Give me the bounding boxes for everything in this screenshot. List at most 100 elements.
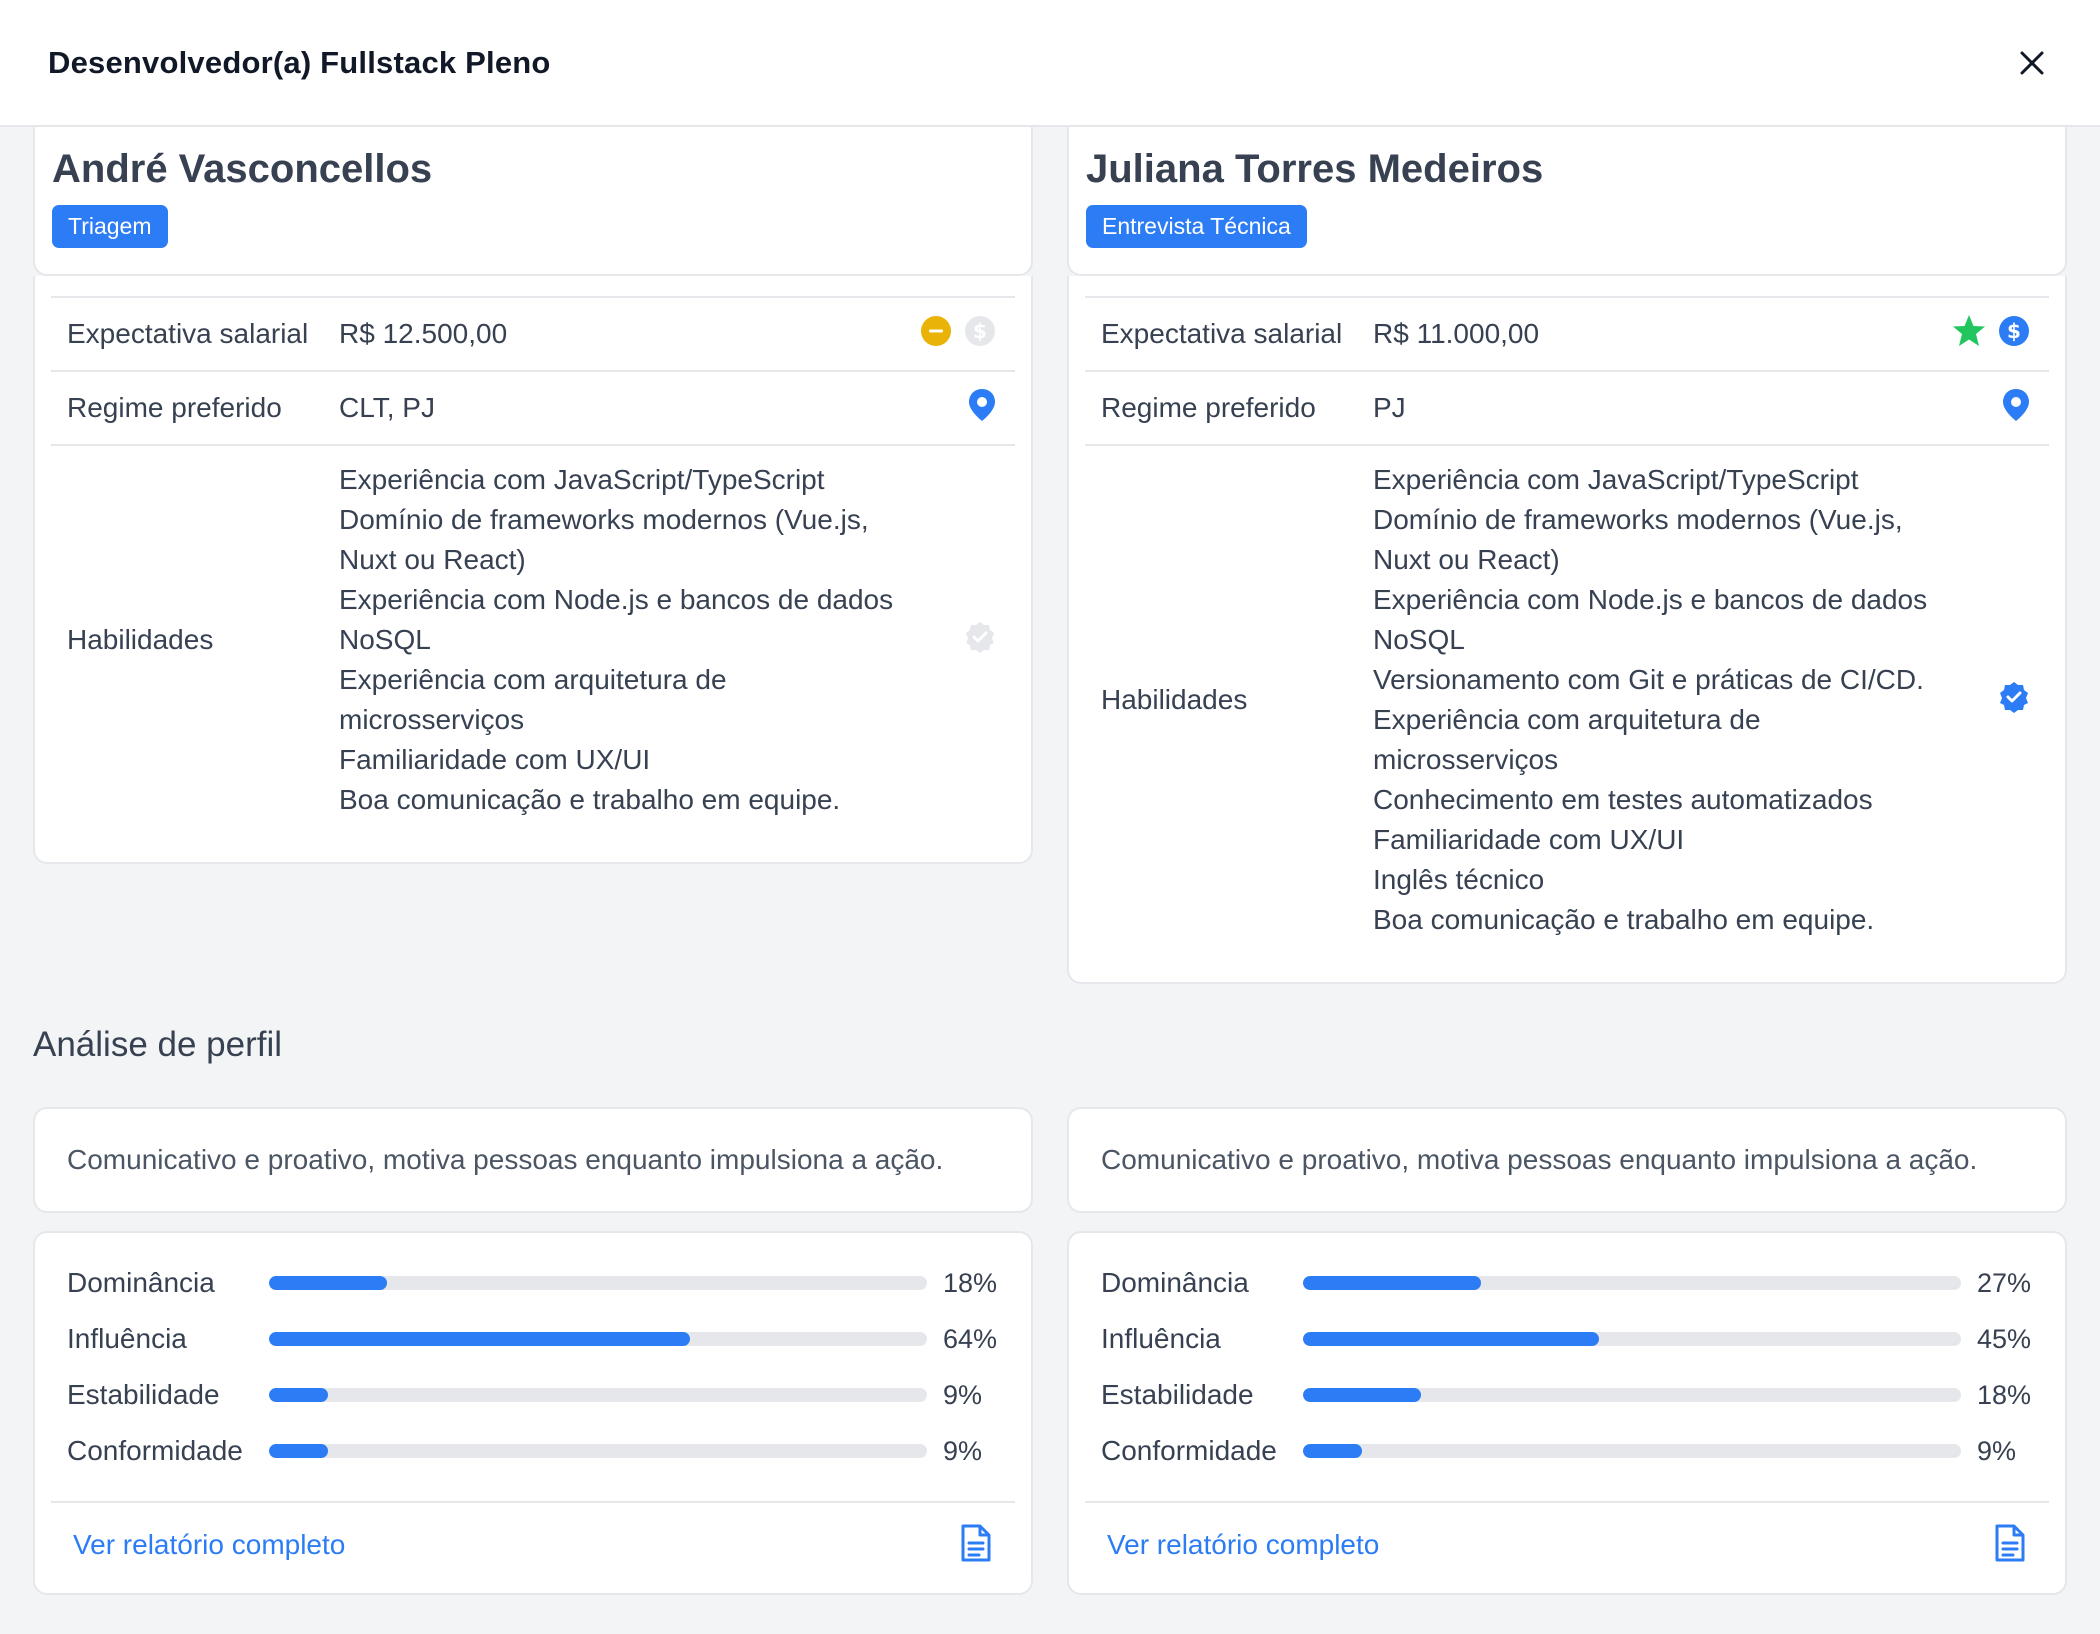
disc-percent: 18% [1977,1379,2032,1410]
candidate-header-card: André Vasconcellos Triagem [33,127,1033,276]
verified-badge-icon [963,620,997,661]
disc-bar-track [1303,1388,1961,1402]
dollar-circle-icon: $ [963,314,997,355]
full-report-link[interactable]: Ver relatório completo [1107,1529,1380,1560]
skills-list: Experiência com JavaScript/TypeScript Do… [339,460,915,820]
skill-item: Versionamento com Git e práticas de CI/C… [1373,664,1924,695]
regime-label: Regime preferido [67,392,282,423]
profile-summary-text: Comunicativo e proativo, motiva pessoas … [67,1144,944,1175]
skill-item: Boa comunicação e trabalho em equipe. [1373,904,1875,935]
skill-item: microsserviços [1373,744,1559,775]
disc-bar-fill [1303,1332,1600,1346]
disc-bar-track [269,1332,927,1346]
disc-label: Conformidade [67,1435,243,1466]
profile-analysis-title: Análise de perfil [33,1025,283,1064]
star-icon [1951,313,1987,356]
disc-label: Influência [1101,1323,1221,1354]
candidate-column-1: André Vasconcellos Triagem Expectativa s… [33,127,1033,864]
candidate-info-card: Expectativa salarial R$ 11.000,00 $ Regi… [1067,276,2067,984]
skill-item: Conhecimento em testes automatizados [1373,784,1873,815]
disc-bar-track [1303,1444,1961,1458]
disc-row: Conformidade 9% [51,1423,1015,1479]
svg-text:$: $ [973,319,987,343]
disc-percent: 45% [1977,1323,2032,1354]
stage-badge[interactable]: Triagem [52,205,168,248]
disc-label: Estabilidade [1101,1379,1254,1410]
svg-text:$: $ [2007,319,2021,343]
profile-summary-text: Comunicativo e proativo, motiva pessoas … [1101,1144,1978,1175]
skill-item: Experiência com Node.js e bancos de dado… [339,584,894,615]
disc-percent: 9% [943,1435,983,1466]
salary-value: R$ 12.500,00 [339,318,508,349]
salary-label: Expectativa salarial [67,318,309,349]
disc-bar-fill [1303,1388,1422,1402]
disc-bar-track [1303,1332,1961,1346]
disc-row: Estabilidade 9% [51,1367,1015,1423]
disc-label: Dominância [67,1267,215,1298]
location-pin-icon [967,387,997,430]
disc-bar-fill [269,1332,691,1346]
disc-row: Estabilidade 18% [1085,1367,2049,1423]
skill-item: Nuxt ou React) [339,544,526,575]
disc-label: Estabilidade [67,1379,220,1410]
disc-bar-track [1303,1276,1961,1290]
disc-metrics: Dominância 18% Influência 64% Estabilida… [51,1255,1015,1479]
disc-percent: 18% [943,1267,998,1298]
disc-label: Conformidade [1101,1435,1277,1466]
skill-item: Experiência com Node.js e bancos de dado… [1373,584,1928,615]
disc-row: Influência 64% [51,1311,1015,1367]
candidate-name: Juliana Torres Medeiros [1086,147,1544,191]
profile-summary-card: Comunicativo e proativo, motiva pessoas … [33,1107,1033,1213]
salary-icons: $ [915,314,1015,355]
skill-item: Experiência com arquitetura de [1373,704,1761,735]
skill-item: NoSQL [339,624,431,655]
modal-header: Desenvolvedor(a) Fullstack Pleno [0,0,2100,127]
disc-card: Dominância 18% Influência 64% Estabilida… [33,1231,1033,1595]
skills-row: Habilidades Experiência com JavaScript/T… [51,446,1015,842]
regime-row: Regime preferido PJ [1085,372,2049,446]
skills-label: Habilidades [67,624,214,655]
skills-label: Habilidades [1101,684,1248,715]
disc-bar-fill [1303,1276,1481,1290]
salary-label: Expectativa salarial [1101,318,1343,349]
regime-icons [915,387,1015,430]
disc-label: Dominância [1101,1267,1249,1298]
verified-badge-icon [1997,680,2031,721]
disc-row: Dominância 18% [51,1255,1015,1311]
document-icon[interactable] [959,1523,993,1568]
disc-row: Conformidade 9% [1085,1423,2049,1479]
disc-card: Dominância 27% Influência 45% Estabilida… [1067,1231,2067,1595]
salary-icons: $ [1949,313,2049,356]
salary-row: Expectativa salarial R$ 11.000,00 $ [1085,298,2049,372]
salary-row: Expectativa salarial R$ 12.500,00 $ [51,298,1015,372]
disc-bar-track [269,1388,927,1402]
disc-percent: 27% [1977,1267,2032,1298]
full-report-link[interactable]: Ver relatório completo [73,1529,346,1560]
disc-label: Influência [67,1323,187,1354]
dollar-circle-icon: $ [1997,314,2031,355]
disc-row: Dominância 27% [1085,1255,2049,1311]
candidate-info-card: Expectativa salarial R$ 12.500,00 $ Regi… [33,276,1033,864]
skills-row: Habilidades Experiência com JavaScript/T… [1085,446,2049,962]
skills-icons [915,620,1015,661]
disc-bar-fill [269,1388,329,1402]
skill-item: Domínio de frameworks modernos (Vue.js, [1373,504,1903,535]
regime-value: CLT, PJ [339,392,435,423]
info-table: Expectativa salarial R$ 11.000,00 $ Regi… [1085,296,2049,962]
regime-value: PJ [1373,392,1406,423]
skills-icons [1949,680,2049,721]
skill-item: Experiência com JavaScript/TypeScript [339,464,825,495]
stage-badge[interactable]: Entrevista Técnica [1086,205,1307,248]
skill-item: Familiaridade com UX/UI [339,744,651,775]
regime-row: Regime preferido CLT, PJ [51,372,1015,446]
disc-bar-fill [269,1276,388,1290]
close-icon[interactable] [2012,43,2052,83]
skill-item: Nuxt ou React) [1373,544,1560,575]
skills-list: Experiência com JavaScript/TypeScript Do… [1373,460,1949,940]
info-table: Expectativa salarial R$ 12.500,00 $ Regi… [51,296,1015,842]
disc-bar-fill [269,1444,329,1458]
disc-metrics: Dominância 27% Influência 45% Estabilida… [1085,1255,2049,1479]
candidate-column-2: Juliana Torres Medeiros Entrevista Técni… [1067,127,2067,984]
skill-item: Familiaridade com UX/UI [1373,824,1685,855]
document-icon[interactable] [1993,1523,2027,1568]
